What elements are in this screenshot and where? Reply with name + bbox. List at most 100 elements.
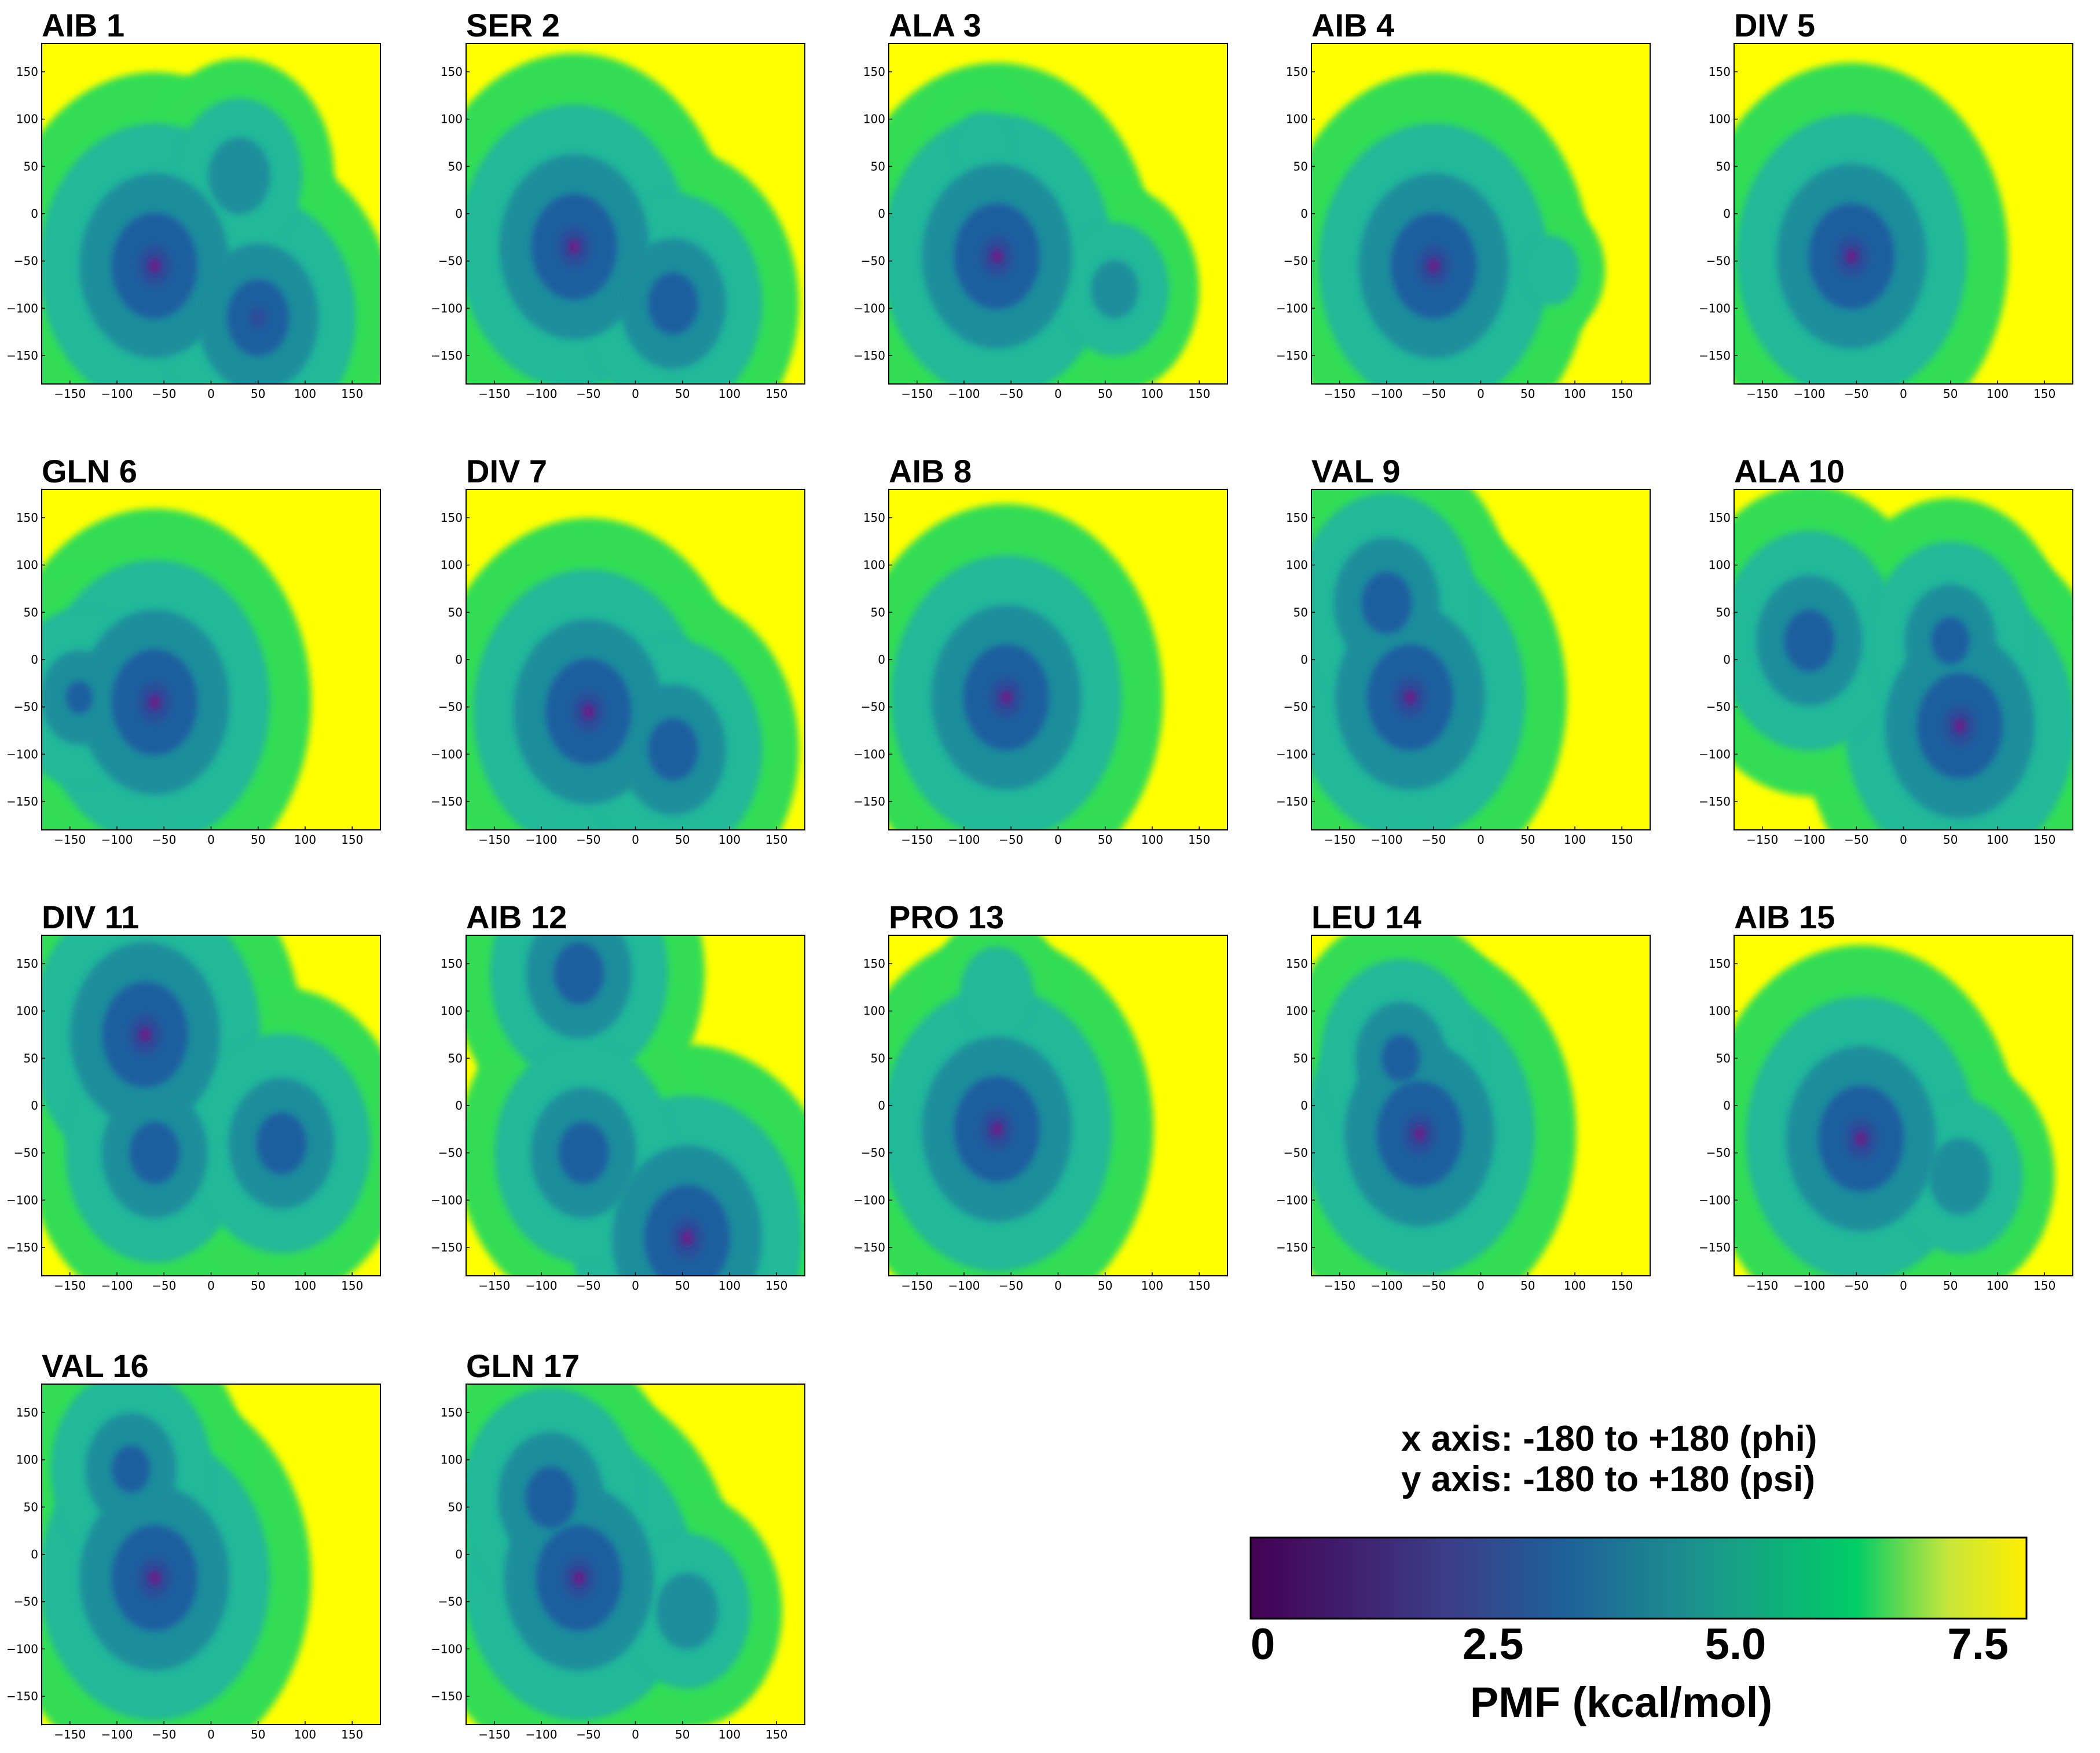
y-tick-label: −150	[6, 795, 38, 808]
pmf-field	[466, 1384, 782, 1725]
y-tick-label: 100	[1709, 558, 1731, 572]
panel-title: AIB 12	[466, 899, 567, 935]
pmf-field	[1734, 63, 2009, 384]
y-tick-label: −50	[861, 700, 885, 714]
y-tick-label: 100	[441, 1004, 463, 1018]
pmf-contour	[1361, 572, 1412, 634]
y-tick-label: 0	[31, 1099, 38, 1112]
x-tick-label: 100	[1141, 833, 1163, 847]
x-tick-label: −100	[1371, 1279, 1403, 1293]
y-tick-label: 100	[863, 112, 885, 126]
y-tick-label: 150	[441, 65, 463, 79]
pmf-contour	[1000, 690, 1013, 705]
pmf-field	[466, 518, 799, 830]
pmf-contour	[1523, 236, 1579, 305]
x-tick-label: −150	[478, 1279, 510, 1293]
y-tick-label: −100	[853, 301, 885, 315]
x-tick-label: −100	[101, 1728, 133, 1741]
y-tick-label: 100	[441, 1453, 463, 1467]
x-tick-label: 0	[207, 387, 215, 401]
x-tick-label: −100	[948, 833, 980, 847]
pmf-field	[889, 63, 1200, 384]
x-tick-label: −150	[478, 1728, 510, 1741]
pmf-field	[42, 508, 311, 830]
y-tick-label: 50	[448, 605, 463, 619]
y-tick-label: 0	[878, 653, 885, 667]
y-tick-label: 0	[31, 207, 38, 221]
heatmap-panel: DIV 7 −150 −100 −50 0 50 100 150 150 100 50 0 −50 −10…	[431, 453, 805, 847]
pmf-contour	[1954, 718, 1966, 734]
x-tick-label: 150	[1188, 387, 1210, 401]
x-tick-label: −100	[1794, 833, 1826, 847]
pmf-field	[889, 504, 1163, 830]
pmf-contour	[1855, 1131, 1867, 1147]
pmf-field	[42, 935, 380, 1276]
colorbar-tick-label: 7.5	[1947, 1620, 2009, 1669]
panel-grid: AIB 1 −150 −100 −50 0 50 100 150 150 100 50 0 −50 −10…	[6, 7, 2073, 1741]
pmf-contour	[1381, 1034, 1420, 1082]
panel-title: VAL 9	[1311, 453, 1401, 489]
pmf-contour	[681, 1230, 694, 1246]
y-tick-label: 50	[871, 1051, 885, 1065]
x-tick-label: 100	[1141, 1279, 1163, 1293]
y-tick-label: −100	[1276, 1193, 1308, 1207]
x-tick-label: 100	[719, 387, 741, 401]
pmf-contour	[66, 681, 93, 714]
y-tick-label: 150	[441, 1406, 463, 1419]
y-tick-label: −50	[438, 700, 463, 714]
pmf-contour	[960, 946, 1034, 1038]
x-tick-label: 100	[1987, 833, 2009, 847]
y-tick-label: 0	[455, 1099, 463, 1112]
x-tick-label: 0	[207, 833, 215, 847]
x-tick-label: −50	[1844, 1279, 1868, 1293]
x-tick-label: 0	[1054, 1279, 1062, 1293]
x-tick-label: 100	[294, 387, 316, 401]
y-tick-label: 50	[448, 1500, 463, 1514]
x-tick-label: −100	[101, 387, 133, 401]
y-tick-label: −100	[6, 1642, 38, 1656]
x-tick-label: −50	[1844, 833, 1868, 847]
y-tick-label: −50	[438, 1146, 463, 1160]
x-tick-label: 150	[1611, 833, 1633, 847]
pmf-contour	[1845, 248, 1858, 264]
pmf-contour	[1091, 260, 1138, 319]
x-tick-label: 0	[1900, 387, 1907, 401]
y-axis-note: y axis: -180 to +180 (psi)	[1401, 1459, 1815, 1499]
x-tick-label: 150	[1611, 387, 1633, 401]
x-tick-label: 100	[294, 1279, 316, 1293]
y-tick-label: −100	[1699, 301, 1731, 315]
y-tick-label: −100	[1276, 747, 1308, 761]
x-tick-label: −100	[1371, 387, 1403, 401]
y-tick-label: 50	[871, 605, 885, 619]
x-tick-label: −150	[901, 833, 933, 847]
heatmap-panel: LEU 14 −150 −100 −50 0 50 100 150 150 100 50 0 −50 −1…	[1276, 899, 1651, 1293]
x-tick-label: 100	[294, 1728, 316, 1741]
heatmap-panel: SER 2 −150 −100 −50 0 50 100 150 150 100 50 0 −50 −10…	[431, 7, 805, 401]
x-tick-label: 150	[765, 833, 787, 847]
y-tick-label: 0	[1723, 653, 1731, 667]
y-tick-label: −50	[438, 1595, 463, 1609]
x-tick-label: −150	[478, 387, 510, 401]
x-tick-label: −150	[1324, 833, 1355, 847]
heatmap-panel: VAL 9 −150 −100 −50 0 50 100 150 150 100 50 0 −50 −10…	[1276, 453, 1651, 847]
y-tick-label: −50	[14, 1595, 38, 1609]
pmf-field	[42, 58, 380, 384]
panel-title: ALA 3	[889, 7, 981, 43]
y-tick-label: −50	[1706, 700, 1731, 714]
y-tick-label: −150	[1276, 795, 1308, 808]
x-tick-label: −100	[1794, 387, 1826, 401]
pmf-field	[889, 935, 1154, 1276]
pmf-field	[466, 935, 805, 1276]
x-tick-label: −150	[54, 387, 86, 401]
x-tick-label: 150	[765, 1279, 787, 1293]
x-tick-label: 0	[1477, 1279, 1485, 1293]
y-tick-label: 50	[871, 159, 885, 173]
y-tick-label: 0	[31, 653, 38, 667]
pmf-contour	[139, 1027, 152, 1042]
pmf-contour	[648, 718, 698, 781]
x-tick-label: 50	[251, 1279, 265, 1293]
y-tick-label: −50	[438, 254, 463, 268]
pmf-contour	[148, 1570, 161, 1586]
y-tick-label: 100	[1709, 112, 1731, 126]
x-tick-label: 150	[2033, 387, 2055, 401]
